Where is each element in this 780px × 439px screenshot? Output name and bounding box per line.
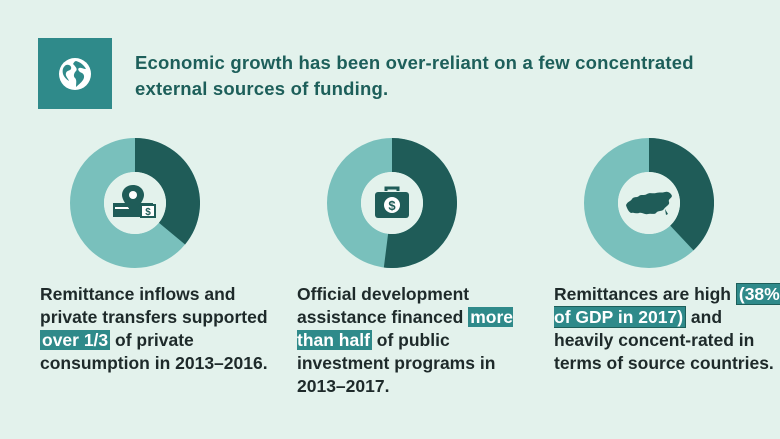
caption-text: of public investment programs in 2013–20…	[297, 330, 496, 396]
briefcase-dollar-icon: $	[362, 173, 422, 233]
caption-text: of private consumption in 2013–2016.	[40, 330, 268, 373]
header-icon-box	[38, 38, 112, 109]
caption-text: and heavily concent-rated in terms of so…	[554, 307, 774, 373]
caption-gdp: Remittances are high (38% of GDP in 2017…	[554, 283, 780, 375]
money-location-icon: $	[105, 173, 165, 233]
caption-text: Remittances are high	[554, 284, 736, 304]
donut-chart-oda: $	[327, 138, 457, 268]
caption-remittance: Remittance inflows and private transfers…	[40, 283, 270, 375]
svg-text:$: $	[145, 207, 151, 218]
headline: Economic growth has been over-reliant on…	[135, 52, 694, 99]
caption-text: Remittance inflows and private transfers…	[40, 284, 268, 327]
donut-chart-remittance: $	[70, 138, 200, 268]
donut-segment	[648, 138, 714, 251]
globe-icon	[59, 57, 91, 90]
caption-oda: Official development assistance financed…	[297, 283, 527, 398]
donut-chart-gdp	[584, 138, 714, 268]
svg-text:$: $	[388, 198, 396, 213]
caption-text: Official development assistance financed	[297, 284, 470, 327]
russia-map-icon	[619, 173, 679, 233]
donut-segment	[383, 138, 457, 268]
donut-segment	[134, 138, 200, 245]
highlighted-text: over 1/3	[40, 330, 111, 350]
